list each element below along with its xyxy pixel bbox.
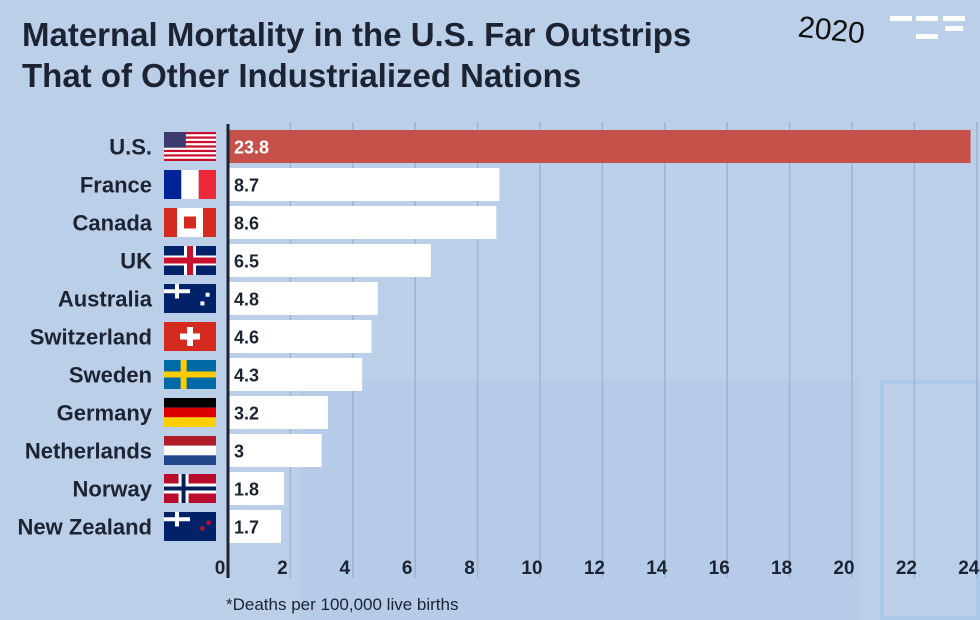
bar-sweden (228, 358, 363, 391)
data-label: 8.6 (234, 214, 259, 234)
flag-icon (164, 284, 216, 313)
background-shape (880, 380, 980, 620)
category-label: Netherlands (25, 439, 152, 464)
bar-australia (228, 282, 378, 315)
category-label: U.S. (109, 135, 152, 160)
x-tick-label: 8 (464, 558, 475, 579)
category-label: Germany (57, 401, 153, 426)
bar-u-s- (228, 130, 971, 163)
x-tick-label: 18 (771, 558, 792, 579)
category-label: France (80, 173, 152, 198)
category-label: Switzerland (30, 325, 152, 350)
background-shape (300, 380, 860, 620)
x-tick-label: 2 (277, 558, 288, 579)
category-label: Sweden (69, 363, 152, 388)
category-label: Canada (73, 211, 153, 236)
flag-icon (164, 512, 216, 541)
data-label: 6.5 (234, 252, 259, 272)
x-tick-label: 22 (896, 558, 917, 579)
bar-canada (228, 206, 497, 239)
x-tick-label: 20 (833, 558, 854, 579)
data-label: 4.6 (234, 328, 259, 348)
bar-new-zealand (228, 510, 282, 543)
footnote: *Deaths per 100,000 live births (226, 595, 459, 614)
x-tick-label: 0 (215, 558, 226, 579)
bar-norway (228, 472, 285, 505)
flag-icon (164, 246, 216, 275)
category-label: Norway (73, 477, 153, 502)
data-label: 3.2 (234, 404, 259, 424)
bar-france (228, 168, 500, 201)
flag-icon (164, 398, 216, 427)
data-label: 4.3 (234, 366, 259, 386)
chart-title: Maternal Mortality in the U.S. Far Outst… (22, 16, 692, 94)
data-label: 3 (234, 442, 244, 462)
flag-icon (164, 132, 216, 161)
category-label: UK (120, 249, 152, 274)
data-label: 4.8 (234, 290, 259, 310)
x-tick-label: 12 (584, 558, 605, 579)
x-tick-label: 4 (340, 558, 351, 579)
flag-icon (164, 322, 216, 351)
bar-germany (228, 396, 328, 429)
flag-icon (164, 436, 216, 465)
flag-icon (164, 170, 216, 199)
x-tick-label: 24 (958, 558, 980, 579)
category-label: New Zealand (18, 515, 152, 540)
data-label: 1.8 (234, 480, 259, 500)
data-label: 8.7 (234, 176, 259, 196)
bar-netherlands (228, 434, 322, 467)
data-label: 23.8 (234, 138, 269, 158)
flag-icon (164, 360, 216, 389)
category-label: Australia (58, 287, 153, 312)
bar-uk (228, 244, 431, 277)
x-tick-label: 16 (709, 558, 730, 579)
x-tick-label: 6 (402, 558, 413, 579)
flag-icon (164, 474, 216, 503)
data-label: 1.7 (234, 518, 259, 538)
bar-switzerland (228, 320, 372, 353)
flag-icon (164, 208, 216, 237)
x-tick-label: 14 (646, 558, 668, 579)
x-tick-label: 10 (521, 558, 542, 579)
